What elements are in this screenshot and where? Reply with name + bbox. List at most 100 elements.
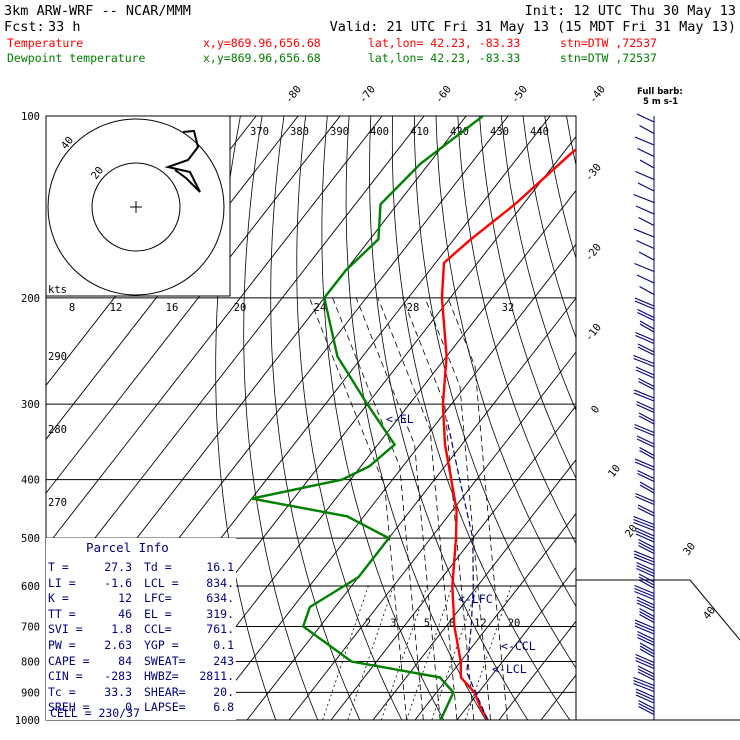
parcel-info-cell-text: 319. xyxy=(206,606,234,621)
dew-legend-latlon: lat,lon= 42.23, -83.33 xyxy=(368,51,520,65)
hodo-axis-label: 16 xyxy=(166,302,179,314)
fcst-value: 33 h xyxy=(48,19,81,35)
dew-legend-stn: stn=DTW ,72537 xyxy=(560,51,657,65)
parcel-info-cell-text: 834. xyxy=(206,575,234,590)
hodo-axis-label: 32 xyxy=(502,302,515,314)
mixing-ratio-label: 12 xyxy=(474,618,487,630)
pressure-label-800: 800 xyxy=(21,656,40,668)
parcel-info-cell-text: HWBZ= xyxy=(144,669,179,684)
parcel-info-cell-text: 2811. xyxy=(199,669,234,684)
parcel-info-cell-text: 0 xyxy=(125,700,132,715)
theta-label: 410 xyxy=(410,126,429,138)
isotherm-label-top: -80 xyxy=(283,84,304,106)
isotherm-label-right: -30 xyxy=(583,162,604,184)
parcel-info-row: T = 27.3 Td = 16.1 xyxy=(48,560,234,576)
parcel-info-cell-text: EL = xyxy=(144,606,172,621)
parcel-info-cell-text: 16.1 xyxy=(206,560,234,574)
pressure-label-400: 400 xyxy=(21,475,40,487)
parcel-info-cell-text: TT = xyxy=(48,606,76,621)
parcel-info-cell-text: LI = xyxy=(48,575,76,590)
mixing-ratio-labels: 2 3 5 8 12 20 xyxy=(365,618,520,630)
parcel-info-cell-text: 761. xyxy=(206,622,234,637)
mixing-ratio-label: 5 xyxy=(424,618,430,630)
parcel-info-cell-text: SWEAT= xyxy=(144,653,186,668)
parcel-info-cell-text: 1.8 xyxy=(111,622,132,637)
pressure-label-200: 200 xyxy=(21,293,40,305)
model-title: 3km ARW-WRF -- NCAR/MMM xyxy=(4,3,191,19)
temp-legend-xy: x,y=869.96,656.68 xyxy=(203,36,321,50)
theta-e-label: 280 xyxy=(48,424,67,436)
parcel-info-cell-text: 6.8 xyxy=(213,700,234,715)
pressure-label-1000: 1000 xyxy=(15,715,40,727)
parcel-info-row: TT = 46 EL = 319. xyxy=(48,607,234,623)
parcel-info-cell-text: 12 xyxy=(118,591,132,606)
lfc-marker: <-LFC xyxy=(458,592,493,606)
ccl-marker: <-CCL xyxy=(501,639,536,653)
pressure-labels: 100 200 300 400 500 600 700 800 900 1000 xyxy=(15,111,40,727)
dewpoint-profile xyxy=(251,116,484,720)
parcel-info-cell-text: 84 xyxy=(118,653,132,668)
dry-adiabats xyxy=(215,116,576,720)
mixing-ratio-label: 2 xyxy=(365,618,371,630)
isotherm-label-right: -10 xyxy=(583,322,604,344)
parcel-info-cell-text: Td = xyxy=(144,560,172,574)
parcel-info-cell-text: -283 xyxy=(104,669,132,684)
dew-legend-name: Dewpoint temperature xyxy=(7,51,146,65)
theta-e-labels: 290 280 270 xyxy=(48,351,67,509)
parcel-path xyxy=(446,420,489,720)
parcel-info-cell-text: 634. xyxy=(206,591,234,606)
isotherm-label-top: -60 xyxy=(433,84,454,106)
parcel-info-title: Parcel Info xyxy=(86,540,169,555)
temp-legend-name: Temperature xyxy=(7,36,83,50)
el-marker: <-EL xyxy=(386,412,414,426)
theta-e-label: 290 xyxy=(48,351,67,363)
temp-legend-stn: stn=DTW ,72537 xyxy=(560,36,657,50)
barb-legend-line2: 5 m s-1 xyxy=(643,97,678,107)
mixing-ratio-label: 8 xyxy=(449,618,455,630)
lcl-marker: <-LCL xyxy=(492,662,527,676)
parcel-info-row: PW = 2.63 YGP = 0.1 xyxy=(48,638,234,654)
pressure-label-300: 300 xyxy=(21,399,40,411)
hodograph-axis-labels: 8 12 16 20 24 28 32 xyxy=(69,302,514,314)
parcel-info-cell-text: K = xyxy=(48,591,69,606)
parcel-info-cell-text: YGP = xyxy=(144,637,179,652)
parcel-info-row: Tc = 33.3 SHEAR= 20. xyxy=(48,685,234,701)
parcel-info-cell-text: 243 xyxy=(213,653,234,668)
theta-labels: 370 380 390 400 410 420 430 440 xyxy=(250,126,549,138)
parcel-info-cell-text: SVI = xyxy=(48,622,83,637)
init-time: Init: 12 UTC Thu 30 May 13 xyxy=(525,3,736,19)
mixing-ratio-lines xyxy=(322,585,512,720)
parcel-info-cell-text: 27.3 xyxy=(104,560,132,574)
parcel-info-cell: CELL = 230/37 xyxy=(50,706,141,720)
parcel-info-cell-text: 2.63 xyxy=(104,637,132,652)
wind-barbs xyxy=(633,113,655,715)
isotherm-label-right: 10 xyxy=(606,462,623,479)
parcel-info-rows: T = 27.3 Td = 16.1 LI = -1.6 LCL = 834. K = 12 LFC… xyxy=(48,560,234,716)
parcel-info-cell-text: LCL = xyxy=(144,575,179,590)
parcel-info-cell-text: CAPE = xyxy=(48,653,90,668)
pressure-label-100: 100 xyxy=(21,111,40,123)
parcel-info-cell-text: Tc = xyxy=(48,684,76,699)
pressure-label-900: 900 xyxy=(21,687,40,699)
hodo-axis-label: 12 xyxy=(110,302,123,314)
isotherm-label-right: 30 xyxy=(681,540,698,557)
theta-label: 430 xyxy=(490,126,509,138)
parcel-info-cell-text: 0.1 xyxy=(213,637,234,652)
theta-label: 370 xyxy=(250,126,269,138)
parcel-info-cell-text: PW = xyxy=(48,637,76,652)
parcel-info-panel: Parcel Info T = 27.3 Td = 16.1 LI = -1.6 LCL =… xyxy=(46,538,236,720)
parcel-info-cell-text: LAPSE= xyxy=(144,700,186,715)
fcst-label: Fcst: xyxy=(4,19,45,35)
isotherm-label-right: 0 xyxy=(589,403,602,415)
parcel-info-row: SREH = 0 LAPSE= 6.8 xyxy=(48,700,234,716)
parcel-info-row: LI = -1.6 LCL = 834. xyxy=(48,576,234,592)
isotherm-label-right: -20 xyxy=(583,242,604,264)
parcel-info-cell-text: CIN = xyxy=(48,669,83,684)
theta-label: 390 xyxy=(330,126,349,138)
parcel-info-cell-text: CCL= xyxy=(144,622,172,637)
pressure-label-500: 500 xyxy=(21,533,40,545)
theta-label: 440 xyxy=(530,126,549,138)
hodograph: 20 40 kts xyxy=(45,115,231,297)
pressure-label-600: 600 xyxy=(21,581,40,593)
